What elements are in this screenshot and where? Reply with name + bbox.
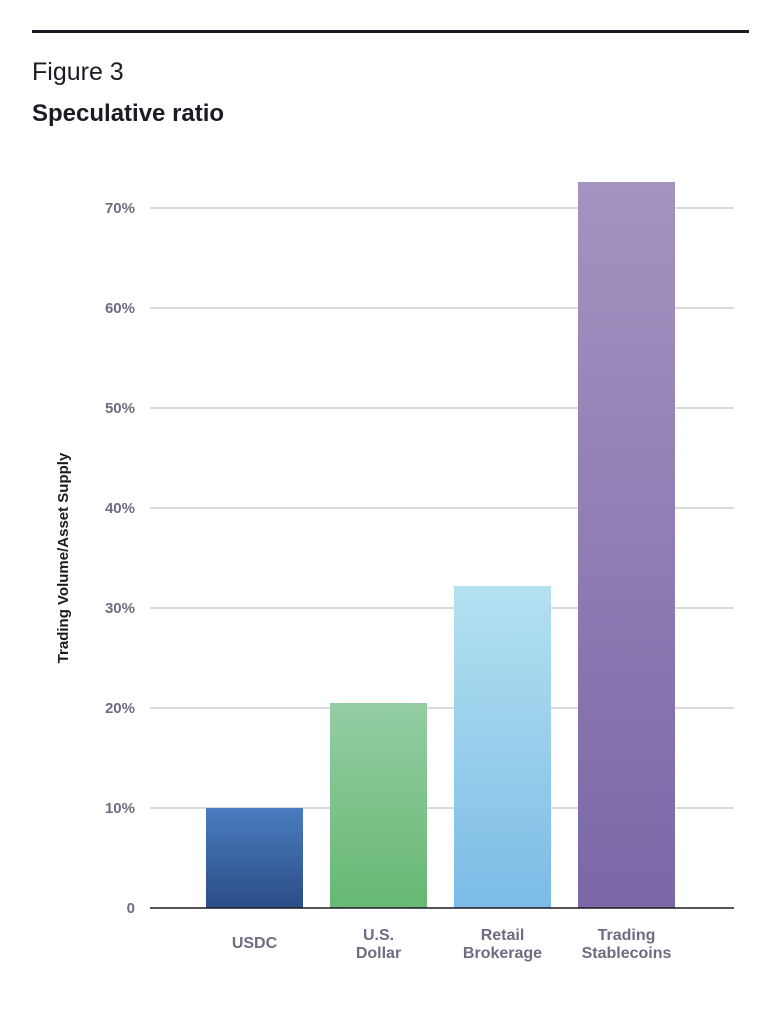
x-category-label: Brokerage	[463, 945, 542, 962]
x-category-label: Trading	[598, 927, 656, 944]
y-tick-label: 30%	[105, 600, 135, 617]
x-category-label: USDC	[232, 935, 278, 952]
figure-label: Figure 3	[32, 58, 124, 86]
y-tick-label: 10%	[105, 800, 135, 817]
x-category-label: Stablecoins	[582, 945, 672, 962]
bar	[206, 808, 303, 908]
chart-title: Speculative ratio	[32, 100, 225, 127]
bar	[578, 182, 675, 908]
x-category-label: Retail	[481, 927, 525, 944]
top-rule	[32, 30, 749, 33]
y-tick-label: 0	[127, 900, 135, 917]
x-category-label: Dollar	[356, 945, 401, 962]
y-tick-label: 40%	[105, 500, 135, 517]
y-tick-label: 20%	[105, 700, 135, 717]
bar	[330, 703, 427, 908]
y-tick-label: 70%	[105, 200, 135, 217]
y-tick-label: 50%	[105, 400, 135, 417]
x-category-label: U.S.	[363, 927, 394, 944]
y-tick-label: 60%	[105, 300, 135, 317]
bar	[454, 586, 551, 908]
y-axis-title: Trading Volume/Asset Supply	[55, 452, 72, 663]
